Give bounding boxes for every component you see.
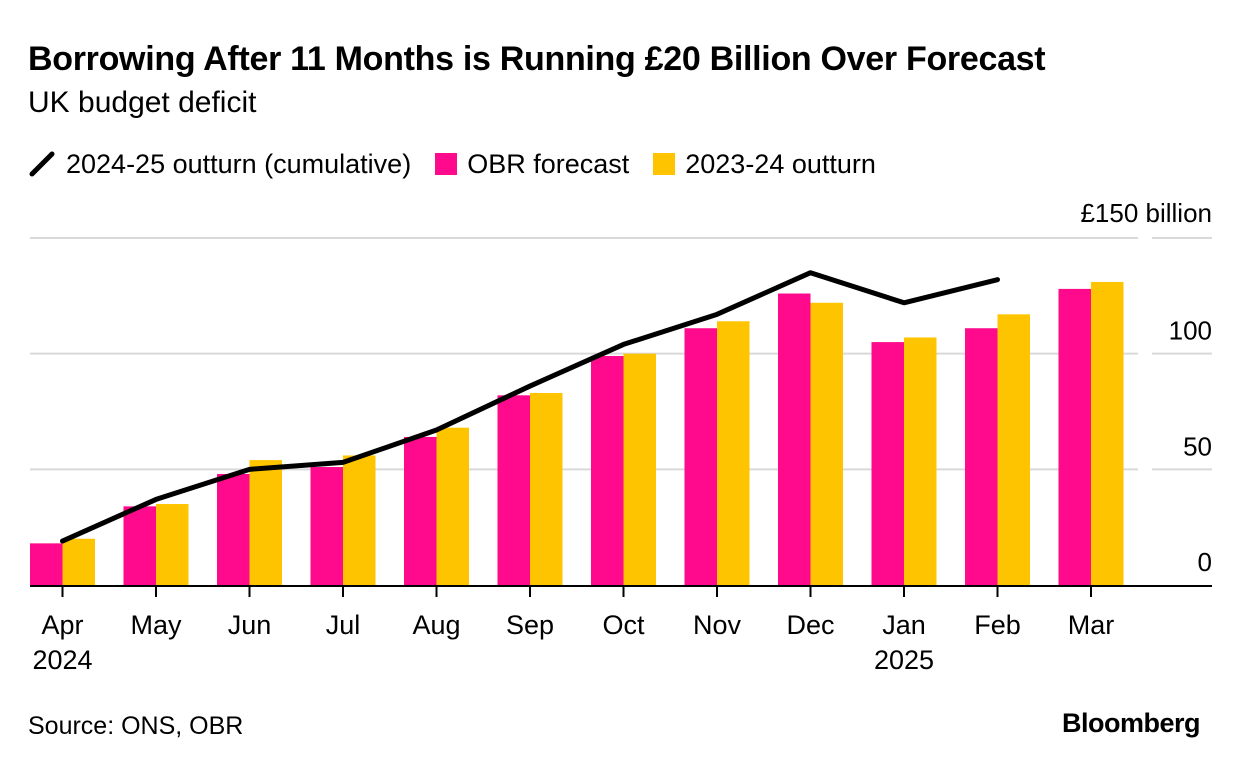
bar-obr-forecast xyxy=(778,293,811,585)
x-tick-label: Jul xyxy=(326,610,361,640)
chart-plot: 0 50 100 £150 billion Apr 2024 May Jun Jul Aug Sep… xyxy=(30,198,1212,675)
x-tick-label: Oct xyxy=(602,610,645,640)
chart-title: Borrowing After 11 Months is Running £20… xyxy=(28,40,1046,78)
legend-label-2023-24-outturn: 2023-24 outturn xyxy=(685,148,876,179)
legend-swatch-obr-forecast xyxy=(435,153,458,175)
bar-2023-24-outturn xyxy=(62,538,95,585)
bar-2023-24-outturn xyxy=(717,321,750,585)
legend-item-obr-forecast: OBR forecast xyxy=(435,149,629,180)
bar-2023-24-outturn xyxy=(623,353,656,585)
bar-obr-forecast xyxy=(310,467,343,585)
bar-obr-forecast xyxy=(30,543,63,585)
y-tick-label: 50 xyxy=(1183,431,1212,461)
source-note: Source: ONS, OBR xyxy=(28,712,244,740)
bar-2023-24-outturn xyxy=(343,455,376,585)
legend-label-cumulative-outturn: 2024-25 outturn (cumulative) xyxy=(66,148,412,179)
legend-swatch-2023-24-outturn xyxy=(653,153,676,175)
x-tick-label: Jun xyxy=(228,610,272,640)
x-tick-label: Nov xyxy=(693,610,742,640)
legend-line-swatch xyxy=(29,151,55,177)
line-cumulative-outturn xyxy=(60,270,1000,544)
bar-obr-forecast xyxy=(404,436,437,585)
legend-item-2023-24-outturn: 2023-24 outturn xyxy=(653,149,876,180)
x-tick-label: Aug xyxy=(412,610,460,640)
x-tick-label: Jan xyxy=(882,610,926,640)
bar-2023-24-outturn xyxy=(1091,281,1124,585)
chart-legend: 2024-25 outturn (cumulative) OBR forecas… xyxy=(28,148,900,180)
y-tick-label: £150 billion xyxy=(1080,198,1212,228)
x-tick-label: Dec xyxy=(786,610,834,640)
y-tick-label: 100 xyxy=(1169,316,1212,346)
bar-2023-24-outturn xyxy=(997,314,1030,585)
x-year-label: 2025 xyxy=(874,645,934,675)
x-tick-label: Sep xyxy=(506,610,554,640)
bar-2023-24-outturn xyxy=(436,427,469,585)
bar-2023-24-outturn xyxy=(904,337,937,585)
bar-obr-forecast xyxy=(1058,288,1091,585)
x-year-label: 2024 xyxy=(32,645,92,675)
bloomberg-logo: Bloomberg xyxy=(1061,708,1201,738)
bar-obr-forecast xyxy=(123,506,156,585)
bar-2023-24-outturn xyxy=(810,302,843,585)
bar-2023-24-outturn xyxy=(156,504,189,585)
bar-obr-forecast xyxy=(591,355,624,585)
bar-obr-forecast xyxy=(217,473,250,585)
bar-2023-24-outturn xyxy=(249,460,282,585)
bar-2023-24-outturn xyxy=(530,392,563,585)
legend-label-obr-forecast: OBR forecast xyxy=(467,148,630,179)
x-tick-label: Apr xyxy=(41,610,83,640)
bar-obr-forecast xyxy=(684,328,717,585)
chart-subtitle: UK budget deficit xyxy=(28,86,257,119)
legend-item-cumulative-outturn: 2024-25 outturn (cumulative) xyxy=(28,149,411,180)
x-tick-label: Mar xyxy=(1068,610,1115,640)
bar-obr-forecast xyxy=(965,328,998,585)
x-tick-label: Feb xyxy=(974,610,1021,640)
bar-obr-forecast xyxy=(497,395,530,585)
y-tick-label: 0 xyxy=(1198,547,1212,577)
x-tick-label: May xyxy=(130,610,182,640)
bar-obr-forecast xyxy=(871,342,904,585)
